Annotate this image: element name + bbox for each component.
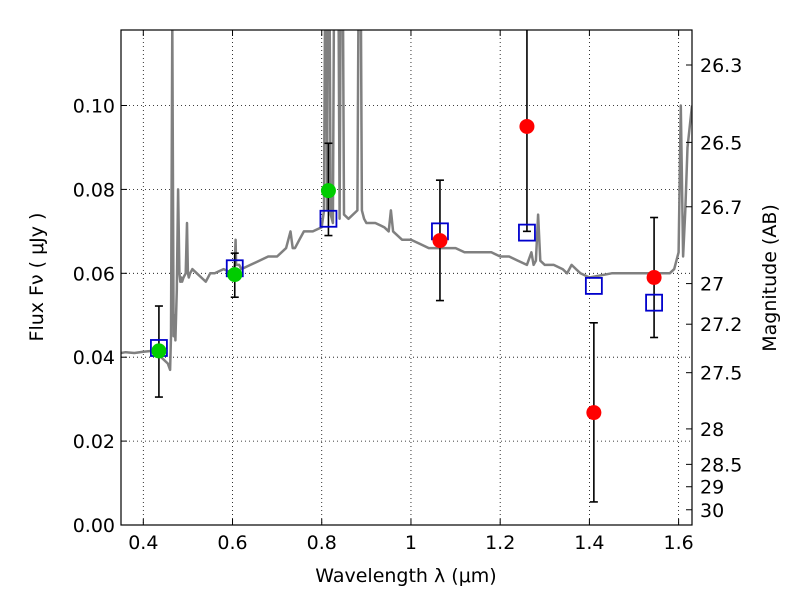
y-tick-label: 0.06 bbox=[73, 263, 115, 285]
red-data-point bbox=[519, 118, 535, 134]
red-data-point bbox=[432, 233, 448, 249]
plot-frame bbox=[120, 29, 693, 526]
x-tick-label: 1 bbox=[405, 532, 417, 554]
y2-tick-label: 26.3 bbox=[700, 55, 742, 77]
green-data-point bbox=[151, 343, 167, 359]
y2-tick-label: 27.2 bbox=[700, 314, 742, 336]
x-tick-label: 1.2 bbox=[485, 532, 515, 554]
axis-ticks: 0.4 0.6 0.8 1 1.2 1.4 1.6 0.00 0.02 0.04 0.06 0.08 0… bbox=[73, 30, 742, 554]
y2-tick-label: 27.5 bbox=[700, 363, 742, 385]
model-square-point bbox=[518, 223, 536, 242]
red-data-point bbox=[646, 270, 662, 285]
y2-tick-label: 28.5 bbox=[700, 454, 742, 476]
y2-tick-label: 26.5 bbox=[700, 132, 742, 154]
y-tick-label: 0.10 bbox=[73, 96, 115, 118]
x-axis-label: Wavelength λ (μm) bbox=[315, 565, 496, 587]
y2-tick-label: 29 bbox=[700, 477, 724, 499]
model-square-point bbox=[584, 276, 603, 295]
model-square-point bbox=[319, 209, 338, 228]
x-tick-label: 0.6 bbox=[217, 532, 247, 554]
y2-tick-label: 27 bbox=[700, 274, 724, 296]
y-tick-label: 0.04 bbox=[73, 347, 115, 369]
model-spectrum-line bbox=[121, 30, 692, 372]
plot-area bbox=[121, 30, 692, 503]
x-tick-label: 0.8 bbox=[307, 532, 337, 554]
model-square-point bbox=[645, 293, 663, 312]
green-data-point bbox=[227, 267, 243, 283]
y-tick-label: 0.08 bbox=[73, 179, 115, 201]
y-axis-label: Flux Fν ( μJy ) bbox=[26, 213, 48, 342]
x-tick-label: 0.4 bbox=[128, 532, 158, 554]
y2-tick-label: 28 bbox=[700, 419, 724, 441]
green-data-point bbox=[320, 183, 336, 199]
y2-axis-label: Magnitude (AB) bbox=[759, 204, 781, 352]
grid-lines bbox=[121, 30, 692, 526]
red-data-point bbox=[586, 405, 602, 421]
y-tick-label: 0.00 bbox=[73, 515, 115, 537]
y2-tick-label: 30 bbox=[700, 500, 724, 522]
x-tick-label: 1.4 bbox=[574, 532, 604, 554]
y-tick-label: 0.02 bbox=[73, 431, 115, 453]
x-tick-label: 1.6 bbox=[664, 532, 694, 554]
y2-tick-label: 26.7 bbox=[700, 197, 742, 219]
